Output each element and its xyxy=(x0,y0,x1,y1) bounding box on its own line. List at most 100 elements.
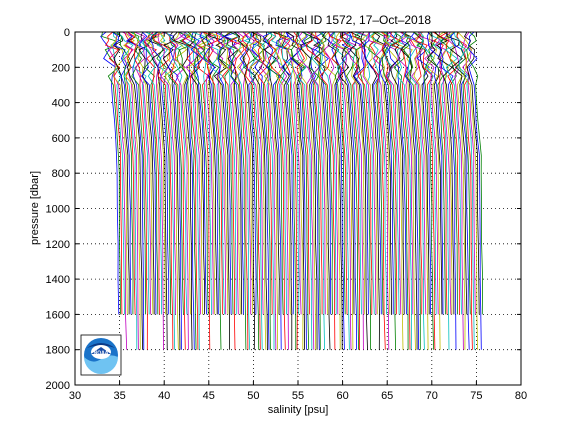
profile-line xyxy=(236,32,254,315)
profile-line xyxy=(341,32,362,315)
profile-line xyxy=(419,32,437,315)
profile-line xyxy=(435,32,452,315)
profile-line xyxy=(349,32,368,350)
profile-line xyxy=(123,32,141,350)
x-tick-label: 60 xyxy=(336,390,348,402)
x-tick-labels: 30 35 40 45 50 55 60 65 70 75 80 xyxy=(69,390,527,402)
x-tick-label: 80 xyxy=(515,390,527,402)
profile-line xyxy=(310,32,331,350)
y-tick-label: 1200 xyxy=(46,239,70,251)
x-tick-label: 55 xyxy=(292,390,304,402)
profile-line xyxy=(209,32,230,350)
profile-line xyxy=(341,32,357,350)
y-axis-label: pressure [dbar] xyxy=(29,171,41,245)
profile-line xyxy=(340,32,360,350)
profile-line xyxy=(100,32,120,315)
x-tick-label: 75 xyxy=(470,390,482,402)
profile-line xyxy=(191,32,212,315)
profile-line xyxy=(229,32,249,350)
profile-line xyxy=(252,32,273,315)
profile-line xyxy=(315,32,336,350)
y-tick-label: 600 xyxy=(52,133,70,145)
profile-line xyxy=(352,32,373,315)
profile-line xyxy=(296,32,313,350)
x-tick-label: 30 xyxy=(69,390,81,402)
profile-line xyxy=(110,32,128,315)
profile-line xyxy=(286,32,305,350)
profile-line xyxy=(400,32,418,350)
profile-line xyxy=(426,32,441,350)
x-tick-label: 65 xyxy=(381,390,393,402)
profile-line xyxy=(112,32,130,315)
y-tick-label: 2000 xyxy=(46,380,70,392)
profile-line xyxy=(104,32,123,315)
profile-line xyxy=(468,32,482,350)
profile-line xyxy=(466,32,484,315)
profile-line xyxy=(369,32,386,350)
profile-line xyxy=(293,32,310,315)
profile-line xyxy=(334,32,352,350)
profile-line xyxy=(144,32,164,350)
profile-line xyxy=(389,32,409,350)
profile-line xyxy=(116,32,138,350)
profile-line xyxy=(157,32,177,315)
profile-line xyxy=(339,32,355,315)
profile-line xyxy=(145,32,166,315)
profile-line xyxy=(165,32,186,350)
profile-line xyxy=(172,32,189,350)
y-tick-label: 1400 xyxy=(46,274,70,286)
profile-line xyxy=(275,32,295,315)
profile-line xyxy=(227,32,247,350)
profile-line xyxy=(335,32,354,350)
profile-line xyxy=(254,32,275,350)
y-tick-label: 1000 xyxy=(46,204,70,216)
profile-line xyxy=(271,32,293,350)
profile-line xyxy=(446,32,464,350)
profile-line xyxy=(262,32,282,350)
profile-line xyxy=(285,32,307,350)
profile-line xyxy=(241,32,261,350)
profile-line xyxy=(181,32,199,350)
x-tick-label: 35 xyxy=(113,390,125,402)
profile-line xyxy=(456,32,473,350)
profile-line xyxy=(434,32,455,315)
profile-line xyxy=(156,32,176,350)
profile-line xyxy=(220,32,239,315)
profile-line xyxy=(232,32,252,315)
profile-line xyxy=(142,32,163,315)
profile-line xyxy=(444,32,462,315)
profile-line xyxy=(197,32,216,315)
profile-line xyxy=(180,32,201,315)
profile-line xyxy=(206,32,225,315)
profile-line xyxy=(138,32,157,315)
profile-line xyxy=(439,32,458,315)
profile-line xyxy=(162,32,182,350)
noaa-logo-text: NOAA xyxy=(94,351,109,357)
profile-line xyxy=(317,32,333,315)
profile-line xyxy=(426,32,443,315)
profile-line xyxy=(306,32,326,315)
profile-line xyxy=(450,32,470,350)
profile-line xyxy=(332,32,350,350)
profile-line xyxy=(401,32,419,350)
profile-line xyxy=(410,32,432,315)
profile-line xyxy=(300,32,318,350)
profile-line xyxy=(428,32,446,315)
profile-line xyxy=(321,32,343,350)
profile-line xyxy=(323,32,339,315)
profile-line xyxy=(339,32,359,350)
profile-line xyxy=(291,32,310,350)
profile-line xyxy=(157,32,179,350)
profile-line xyxy=(130,32,146,315)
profile-line xyxy=(283,32,302,315)
profile-line xyxy=(396,32,416,350)
profile-line xyxy=(217,32,234,315)
profile-line xyxy=(330,32,346,315)
profile-line xyxy=(111,32,132,315)
profile-line xyxy=(207,32,227,315)
profile-line xyxy=(455,32,471,315)
profile-line xyxy=(309,32,329,315)
profile-line xyxy=(277,32,297,350)
y-tick-label: 1600 xyxy=(46,309,70,321)
